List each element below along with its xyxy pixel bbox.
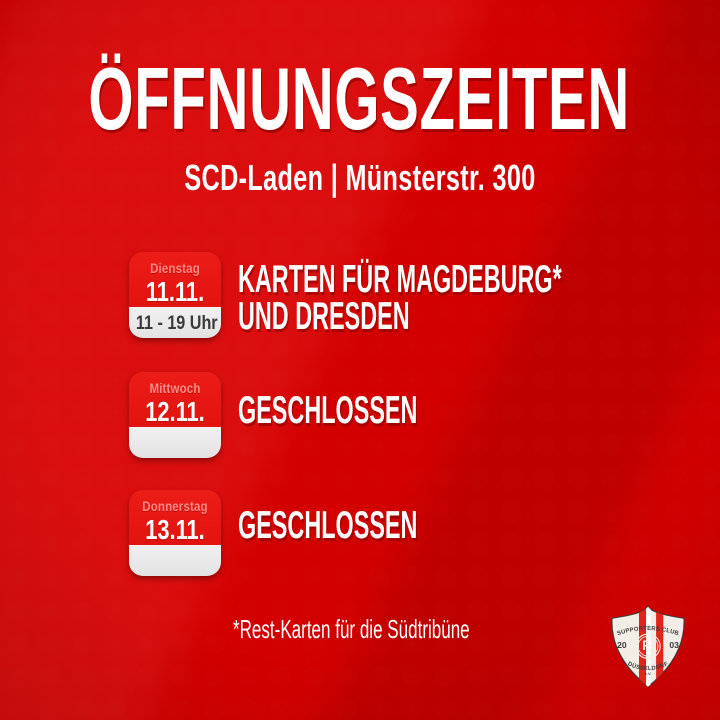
svg-text:e.V.: e.V. bbox=[645, 671, 652, 676]
svg-text:20: 20 bbox=[617, 640, 627, 650]
svg-text:03: 03 bbox=[669, 640, 679, 650]
svg-text:95: 95 bbox=[649, 648, 654, 653]
